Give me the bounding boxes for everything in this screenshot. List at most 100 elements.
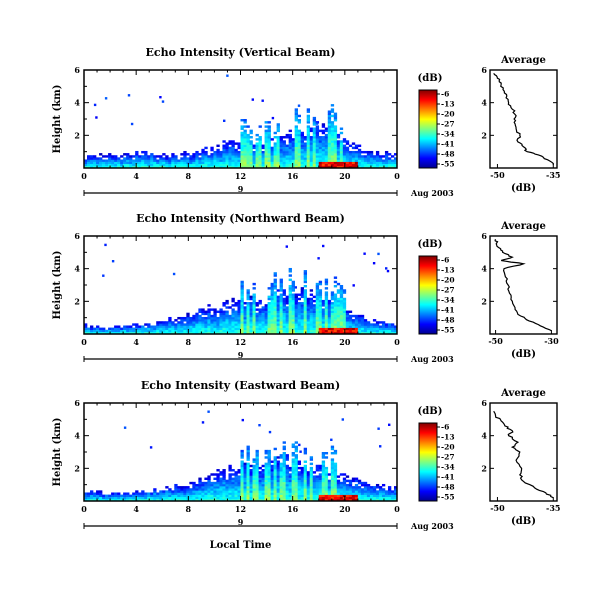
heatmap-cell xyxy=(273,492,277,495)
heatmap-cell xyxy=(282,319,286,322)
heatmap-cell xyxy=(222,157,226,160)
heatmap-cell xyxy=(255,161,259,165)
heatmap-cell xyxy=(354,161,359,165)
heatmap-cell xyxy=(318,165,323,169)
heatmap-cell xyxy=(351,321,356,324)
heatmap-cell xyxy=(222,310,226,313)
heatmap-cell xyxy=(273,274,277,277)
heatmap-cell xyxy=(273,310,277,313)
heatmap-cell xyxy=(351,490,356,493)
heatmap-cell xyxy=(264,306,268,309)
heatmap-cell xyxy=(189,327,193,331)
heatmap-cell xyxy=(297,488,301,491)
y-tick-label: 4 xyxy=(74,264,80,274)
heatmap-cell xyxy=(318,464,323,468)
heatmap-cell xyxy=(246,471,250,474)
heatmap-cell xyxy=(165,161,169,165)
heatmap-cell xyxy=(339,148,344,152)
heatmap-cell xyxy=(264,310,268,313)
heatmap-cell xyxy=(303,327,308,331)
heatmap-cell xyxy=(117,159,121,162)
heatmap-cell xyxy=(213,325,217,328)
heatmap-cell xyxy=(258,329,262,333)
heatmap-cell xyxy=(132,492,136,495)
heatmap-cell xyxy=(339,142,344,145)
heatmap-cell xyxy=(255,150,259,154)
heatmap-cell xyxy=(258,157,262,160)
heatmap-cell xyxy=(240,310,244,313)
heatmap-cell xyxy=(330,293,335,296)
heatmap-cell xyxy=(240,323,244,326)
heatmap-cell xyxy=(198,321,202,324)
heatmap-cell xyxy=(192,488,196,491)
heatmap-cell xyxy=(306,488,311,491)
heatmap-cell xyxy=(96,165,100,169)
heatmap-cell xyxy=(327,136,332,139)
heatmap-cell xyxy=(141,496,145,500)
heatmap-cell xyxy=(228,146,232,150)
heatmap-cell xyxy=(297,297,301,301)
heatmap-cell xyxy=(339,327,344,331)
heatmap-cell xyxy=(309,475,314,478)
heatmap-cell xyxy=(327,473,332,476)
heatmap-cell xyxy=(333,165,338,169)
heatmap-cell xyxy=(183,153,187,156)
heatmap-cell xyxy=(315,492,320,495)
heatmap-cell xyxy=(246,289,250,292)
heatmap-cell xyxy=(315,302,320,305)
heatmap-cell xyxy=(333,310,338,313)
heatmap-cell xyxy=(282,447,286,451)
heatmap-cell xyxy=(168,496,172,500)
average-profile-line xyxy=(493,72,554,165)
heatmap-cell xyxy=(246,323,250,326)
heatmap-cell xyxy=(294,114,298,118)
heatmap-cell xyxy=(261,494,265,498)
heatmap-cell xyxy=(300,293,304,296)
heatmap-cell xyxy=(255,490,259,493)
heatmap-cell xyxy=(321,323,326,326)
heatmap-cell xyxy=(171,327,175,331)
heatmap-cell xyxy=(276,125,280,128)
heatmap-cell xyxy=(294,464,298,468)
heatmap-cell xyxy=(228,329,232,333)
heatmap-cell xyxy=(228,165,232,169)
heatmap-cell xyxy=(138,157,142,160)
heatmap-cell xyxy=(273,475,277,478)
heatmap-cell xyxy=(324,494,329,498)
heatmap-cell xyxy=(225,148,229,152)
heatmap-cell xyxy=(258,475,262,478)
heatmap-cell xyxy=(156,155,160,158)
heatmap-cell xyxy=(354,314,359,318)
heatmap-cell xyxy=(336,299,341,303)
heatmap-cell xyxy=(357,323,362,326)
heatmap-cell xyxy=(156,329,160,333)
heatmap-cell xyxy=(189,488,193,491)
heatmap-cell xyxy=(342,153,347,156)
heatmap-cell xyxy=(252,306,256,309)
heatmap-cell xyxy=(234,486,238,489)
heatmap-cell xyxy=(276,138,280,141)
heatmap-cell xyxy=(294,492,298,495)
heatmap-cell xyxy=(330,306,335,309)
heatmap-cell xyxy=(270,150,274,154)
heatmap-cell xyxy=(123,153,127,156)
heatmap-cell xyxy=(192,496,196,500)
heatmap-cell xyxy=(228,150,232,154)
heatmap-cell xyxy=(240,285,244,288)
heatmap-cell xyxy=(243,477,247,480)
heatmap-cell xyxy=(330,494,335,498)
heatmap-cell xyxy=(351,163,356,167)
average-profile-line xyxy=(494,238,552,332)
heatmap-cell xyxy=(99,498,103,502)
heatmap-cell xyxy=(378,496,383,500)
heatmap-cell xyxy=(192,498,196,502)
heatmap-cell xyxy=(270,308,274,311)
heatmap-cell xyxy=(267,148,271,152)
heatmap-cell xyxy=(288,142,292,145)
heatmap-cell xyxy=(312,316,317,320)
heatmap-cell xyxy=(339,488,344,491)
heatmap-cell xyxy=(342,138,347,141)
heatmap-cell xyxy=(207,308,211,311)
heatmap-cell xyxy=(390,498,395,502)
heatmap-cell xyxy=(330,469,335,472)
